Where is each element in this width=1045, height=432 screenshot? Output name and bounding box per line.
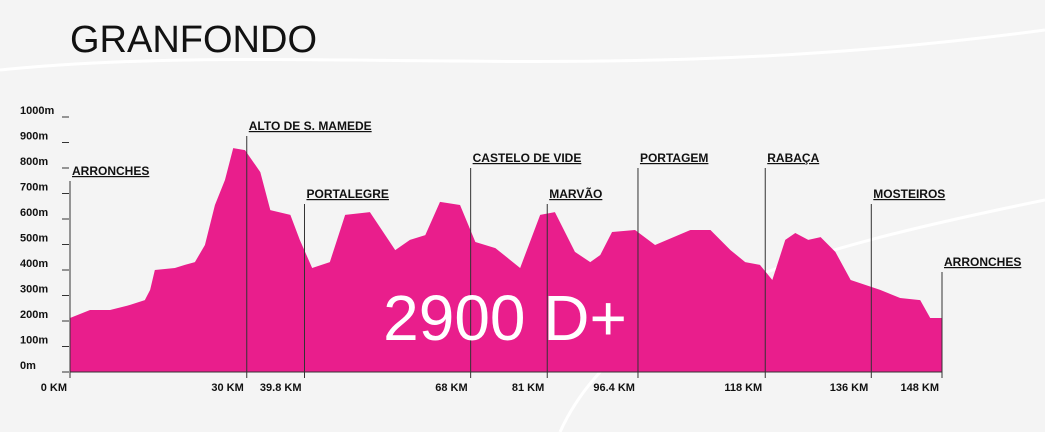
y-tick-label: 900m — [20, 131, 48, 143]
annotation-label: ALTO DE S. MAMEDE — [249, 119, 372, 133]
x-tick-label: 30 KM — [211, 382, 243, 394]
decor — [0, 28, 1045, 72]
y-tick-label: 0m — [20, 360, 36, 372]
annotation-label: ARRONCHES — [944, 255, 1021, 269]
y-tick-label: 500m — [20, 233, 48, 245]
annotation-label: RABAÇA — [767, 151, 819, 165]
annotation-label: PORTALEGRE — [306, 187, 388, 201]
annotation-label: ARRONCHES — [72, 164, 149, 178]
x-tick-label: 96.4 KM — [593, 382, 635, 394]
x-tick-label: 0 KM — [41, 382, 67, 394]
y-tick-label: 400m — [20, 258, 48, 270]
x-tick-label: 136 KM — [830, 382, 869, 394]
annotation-label: PORTAGEM — [640, 151, 708, 165]
chart-title: GRANFONDO — [70, 19, 317, 61]
x-tick-label: 68 KM — [435, 382, 467, 394]
x-tick-label: 118 KM — [724, 382, 762, 394]
annotation-label: CASTELO DE VIDE — [473, 151, 582, 165]
y-tick-label: 800m — [20, 156, 48, 168]
y-tick-label: 1000m — [20, 105, 54, 117]
y-tick-label: 700m — [20, 182, 48, 194]
elevation-area — [70, 148, 942, 372]
x-tick-label: 39.8 KM — [260, 382, 302, 394]
x-tick-label: 81 KM — [512, 382, 544, 394]
total-climb: 2900 D+ — [383, 282, 627, 354]
annotation-label: MOSTEIROS — [873, 187, 945, 201]
y-tick-label: 100m — [20, 335, 48, 347]
x-tick-label: 148 KM — [900, 382, 939, 394]
annotation-label: MARVÃO — [549, 186, 602, 201]
y-tick-label: 300m — [20, 284, 48, 296]
y-tick-label: 600m — [20, 207, 48, 219]
y-tick-label: 200m — [20, 309, 48, 321]
